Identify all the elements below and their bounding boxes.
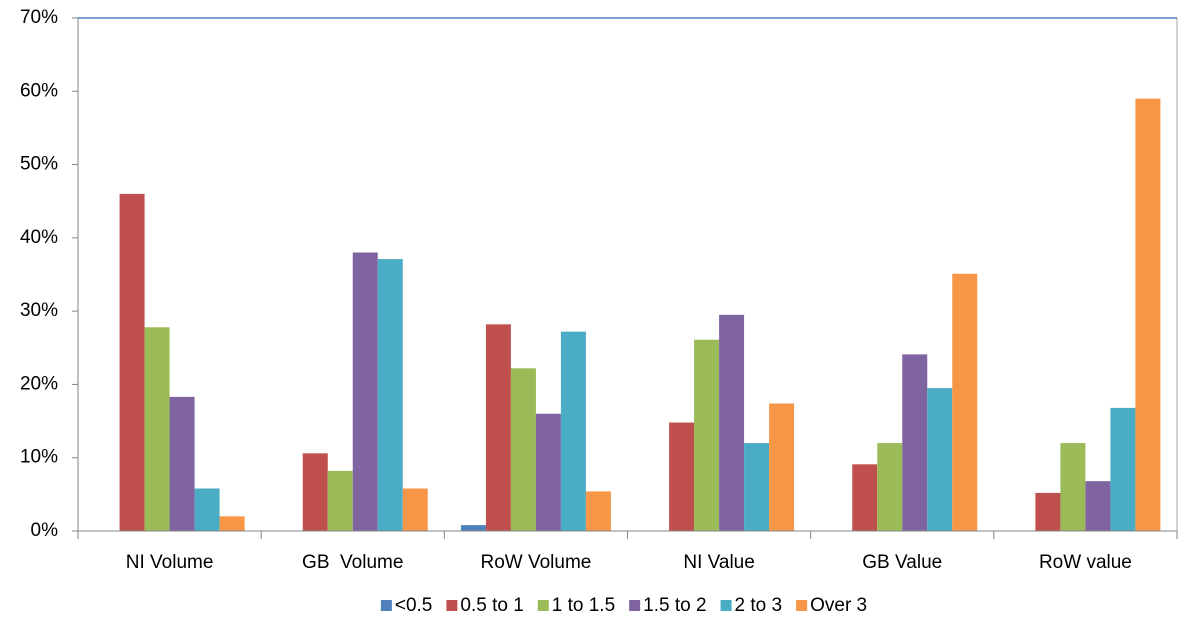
bar (377, 259, 403, 531)
bar (144, 327, 170, 531)
y-tick-label: 60% (20, 80, 58, 101)
plot-area (77, 17, 1178, 532)
bar (902, 354, 928, 531)
bar (877, 443, 903, 531)
bar (460, 525, 486, 531)
bar (219, 516, 245, 531)
legend-label: 1.5 to 2 (643, 595, 706, 616)
x-tick-label: NI Volume (126, 552, 214, 573)
bar (719, 314, 745, 531)
legend-swatch (380, 600, 392, 611)
bar (669, 422, 695, 531)
bar (1110, 407, 1136, 531)
y-tick-label: 10% (20, 447, 58, 468)
x-tick-label: NI Value (683, 552, 754, 573)
bar (852, 464, 878, 531)
bar (485, 324, 511, 531)
legend-label: 1 to 1.5 (552, 595, 615, 616)
bar (119, 193, 145, 531)
x-tick-label: RoW value (1039, 552, 1132, 573)
legend-swatch (537, 600, 549, 611)
legend-swatch (720, 600, 732, 611)
bar (352, 252, 378, 531)
x-tick-label: GB Volume (302, 552, 403, 573)
legend-label: <0.5 (395, 595, 433, 616)
y-tick-label: 30% (20, 300, 58, 321)
bar (1135, 98, 1161, 531)
bar (769, 403, 795, 531)
bar (402, 488, 428, 531)
bar (952, 273, 978, 531)
y-tick-label: 50% (20, 154, 58, 175)
bar (927, 388, 953, 531)
legend-label: 0.5 to 1 (460, 595, 523, 616)
bar (535, 413, 561, 531)
x-tick-label: RoW Volume (480, 552, 591, 573)
legend-swatch (446, 600, 458, 611)
legend-swatch (629, 600, 641, 611)
y-tick-label: 70% (20, 7, 58, 28)
bar (560, 331, 586, 531)
bar (1035, 492, 1061, 531)
bar (694, 339, 720, 531)
bar (194, 488, 220, 531)
y-tick-label: 0% (31, 520, 59, 541)
x-tick-label: GB Value (862, 552, 942, 573)
bar (302, 453, 328, 531)
y-tick-label: 20% (20, 373, 58, 394)
legend-label: 2 to 3 (735, 595, 783, 616)
bar (744, 443, 770, 531)
bar (585, 491, 611, 531)
bar (169, 396, 195, 531)
bar (510, 368, 536, 531)
bar (327, 470, 353, 531)
legend-swatch (796, 600, 808, 611)
bar (1085, 481, 1111, 531)
y-tick-label: 40% (20, 227, 58, 248)
legend-label: Over 3 (810, 595, 867, 616)
bar (1060, 443, 1086, 531)
